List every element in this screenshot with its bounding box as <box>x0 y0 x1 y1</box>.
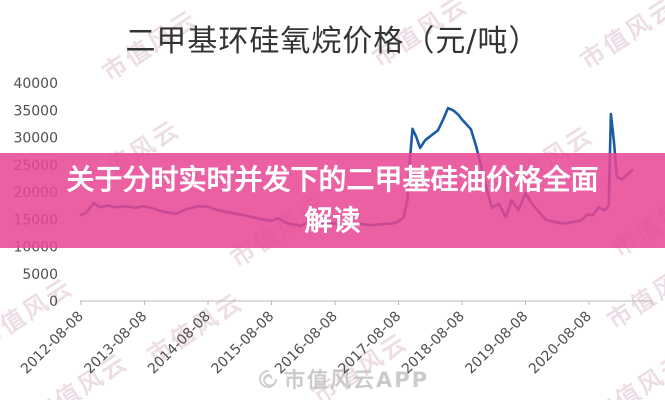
x-tick-label: 2013-08-08 <box>81 309 150 378</box>
headline-line-1: 关于分时实时并发下的二甲基硅油价格全面 <box>66 162 599 196</box>
x-tick-label: 2014-08-08 <box>145 309 214 378</box>
swirl-logo-icon <box>259 370 277 388</box>
x-tick-label: 2016-08-08 <box>272 309 341 378</box>
app-watermark: 市值风云APP <box>256 364 429 394</box>
x-tick-label: 2019-08-08 <box>462 309 531 378</box>
x-tick-label: 2018-08-08 <box>399 309 468 378</box>
x-tick-label: 2020-08-08 <box>526 309 595 378</box>
x-tick-label: 2012-08-08 <box>18 309 87 378</box>
y-tick-label: 40000 <box>13 76 58 92</box>
chart-title: 二甲基环硅氧烷价格（元/吨） <box>125 24 540 59</box>
y-tick-label: 35000 <box>13 103 58 119</box>
y-tick-label: 0 <box>49 294 58 310</box>
y-tick-label: 30000 <box>13 131 58 147</box>
app-watermark-label: 市值风云APP <box>284 368 430 392</box>
y-tick-label: 5000 <box>22 267 58 283</box>
x-tick-label: 2015-08-08 <box>208 309 277 378</box>
headline-line-2: 解读 <box>304 203 361 237</box>
headline-overlay-band: 关于分时实时并发下的二甲基硅油价格全面 解读 <box>0 153 665 248</box>
x-tick-label: 2017-08-08 <box>335 309 404 378</box>
